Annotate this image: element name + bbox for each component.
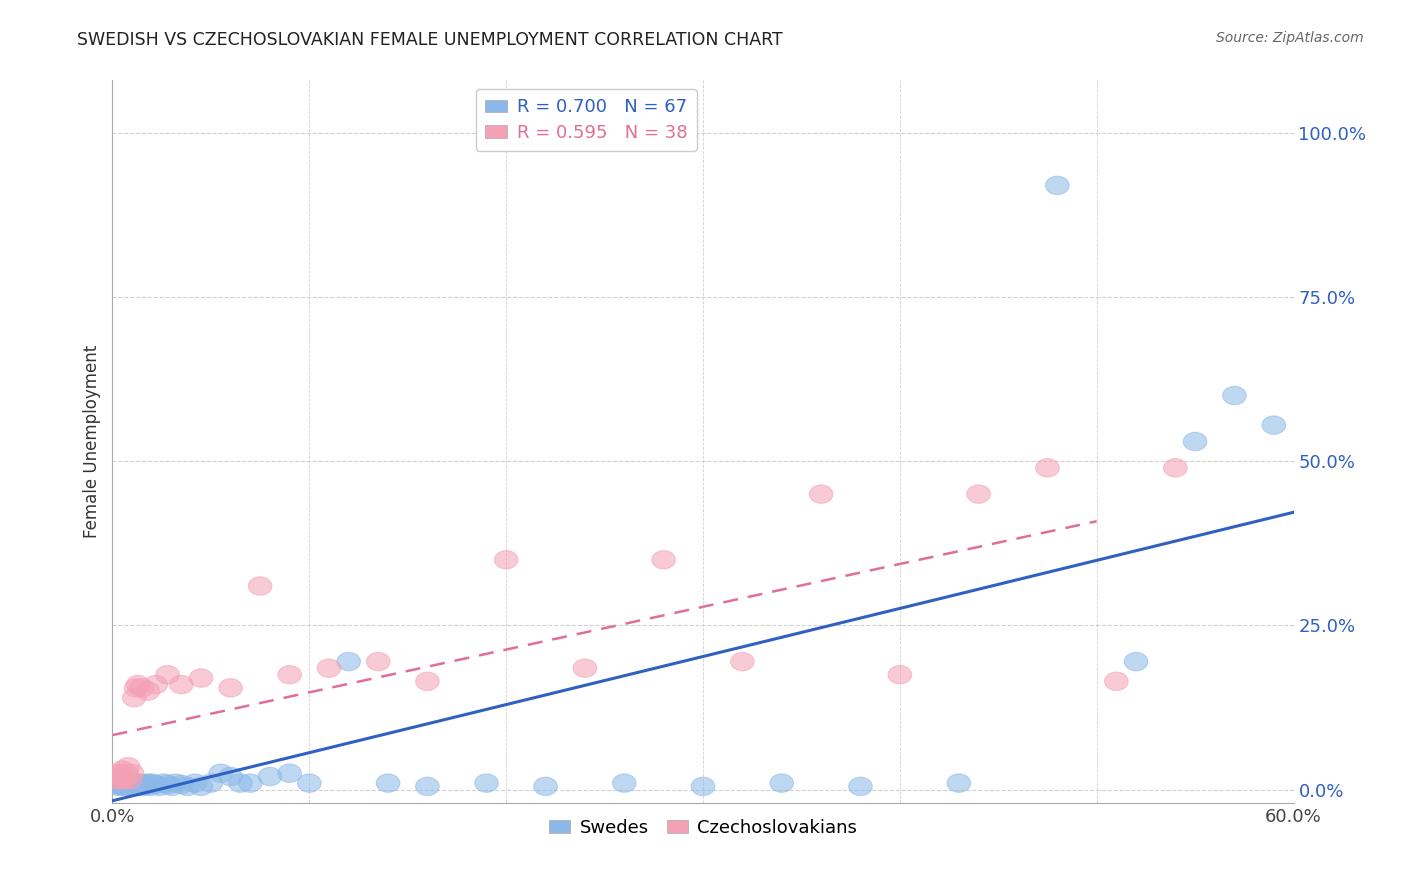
Text: Source: ZipAtlas.com: Source: ZipAtlas.com: [1216, 31, 1364, 45]
Legend: Swedes, Czechoslovakians: Swedes, Czechoslovakians: [541, 812, 865, 845]
Y-axis label: Female Unemployment: Female Unemployment: [83, 345, 101, 538]
Text: SWEDISH VS CZECHOSLOVAKIAN FEMALE UNEMPLOYMENT CORRELATION CHART: SWEDISH VS CZECHOSLOVAKIAN FEMALE UNEMPL…: [77, 31, 783, 49]
